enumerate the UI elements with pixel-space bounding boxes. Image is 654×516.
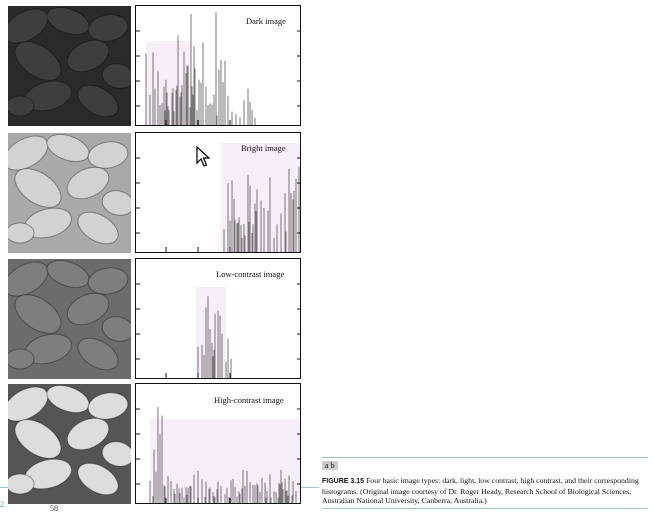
low-contrast-histogram: Low-contrast image [135, 258, 301, 379]
high-contrast-histogram-label: High-contrast image [214, 395, 284, 405]
mouse-pointer-icon [196, 146, 210, 167]
bright-histogram: Bright image [135, 132, 301, 253]
caption-rule-top [322, 457, 648, 458]
high-contrast-histogram: High-contrast image [135, 383, 301, 504]
figure-caption: FIGURE 3.15 Four basic image types: dark… [322, 476, 648, 506]
left-rule-fragment [0, 487, 8, 488]
bright-image [8, 133, 131, 253]
dark-histogram: Dark image [135, 5, 301, 126]
low-contrast-histogram-label: Low-contrast image [216, 269, 285, 279]
dark-histogram-label: Dark image [246, 16, 286, 26]
caption-text: Four basic image types: dark, light, low… [322, 476, 639, 506]
page-fragment-left: 2 [0, 500, 4, 509]
dark-image [8, 6, 131, 126]
figure-number: FIGURE 3.15 [322, 478, 365, 485]
caption-rule-bottom [322, 508, 648, 509]
subfigure-tag: a b [322, 461, 338, 470]
mid-rule-fragment [301, 487, 319, 488]
low-contrast-image [8, 259, 131, 379]
bright-histogram-label: Bright image [241, 143, 286, 153]
page-fragment-bottom: 58 [50, 504, 58, 513]
high-contrast-image [8, 384, 131, 504]
